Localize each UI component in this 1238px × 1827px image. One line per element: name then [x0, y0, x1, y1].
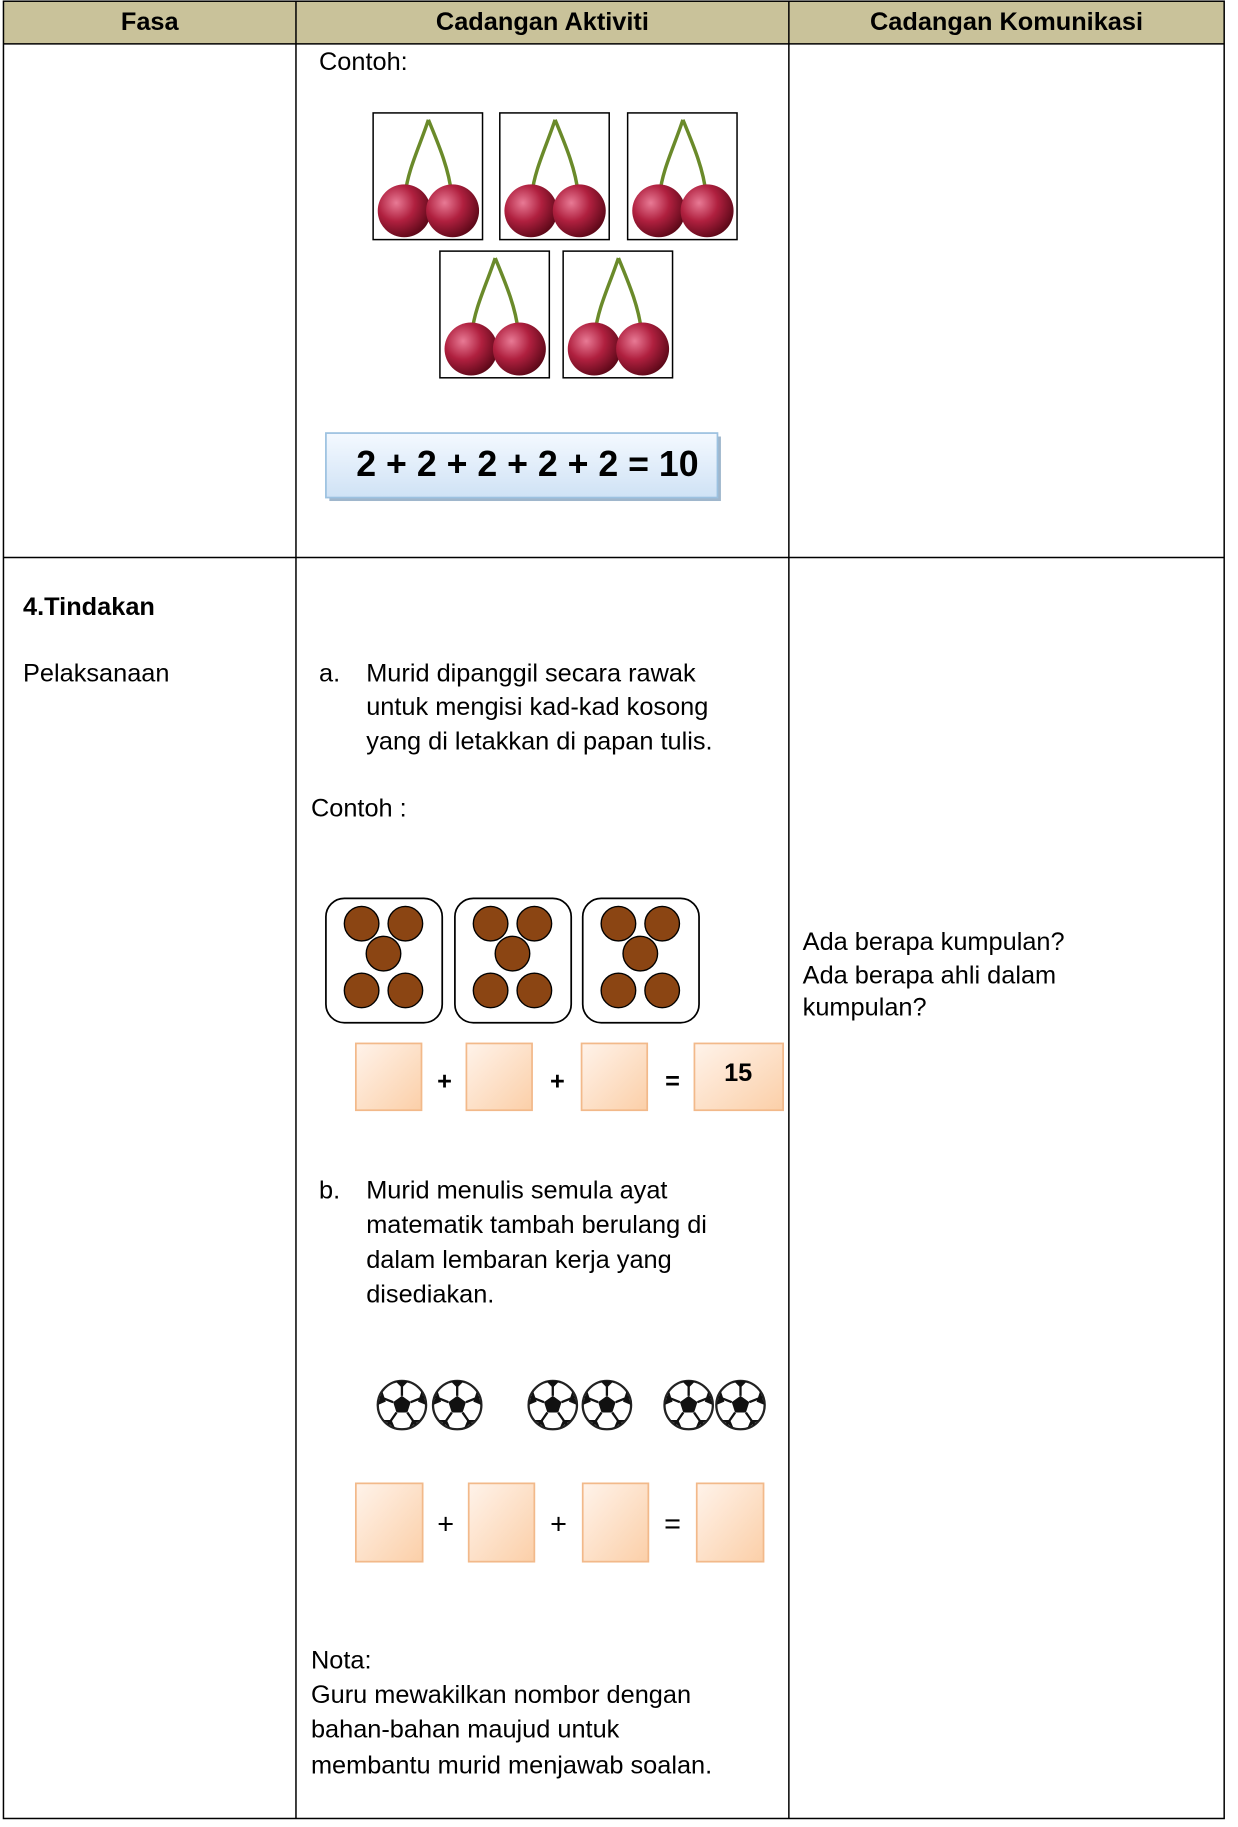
operator: +	[550, 1067, 565, 1095]
cherry-cards	[371, 111, 739, 380]
step-marker: b.	[319, 1177, 340, 1205]
operator: =	[664, 1509, 681, 1541]
blank-box	[354, 1042, 423, 1112]
ball	[663, 1379, 715, 1431]
header-bg	[3, 1, 1225, 44]
ball	[431, 1379, 483, 1431]
phase-title: 4.Tindakan	[23, 593, 155, 621]
blank-box	[467, 1482, 536, 1563]
cherry-card	[498, 111, 611, 242]
communication-line: kumpulan?	[803, 994, 927, 1022]
operator: +	[437, 1067, 452, 1095]
note-label: Nota:	[311, 1647, 372, 1675]
cherry-card	[625, 111, 739, 242]
phase-subtitle: Pelaksanaan	[23, 660, 169, 688]
step-line: untuk mengisi kad-kad kosong	[366, 693, 708, 721]
communication-line: Ada berapa ahli dalam	[803, 961, 1056, 989]
note-line: Guru mewakilkan nombor dengan	[311, 1681, 691, 1709]
cherry-card	[561, 249, 675, 380]
header-cell: Cadangan Komunikasi	[870, 8, 1143, 36]
operator: +	[437, 1509, 454, 1541]
note-line: membantu murid menjawab soalan.	[311, 1751, 712, 1779]
step-line: Murid dipanggil secara rawak	[366, 660, 696, 688]
answer-boxes	[354, 1482, 765, 1563]
blank-box	[581, 1482, 650, 1563]
equation-box	[325, 432, 719, 499]
ball	[581, 1379, 633, 1431]
equation: 2 + 2 + 2 + 2 + 2 = 10	[356, 444, 698, 484]
step-marker: a.	[319, 660, 340, 688]
operator: +	[550, 1509, 567, 1541]
answer-box	[693, 1042, 784, 1112]
ball	[715, 1379, 766, 1431]
step-line: yang di letakkan di papan tulis.	[366, 728, 712, 756]
blank-box	[695, 1482, 765, 1563]
step-line: dalam lembaran kerja yang	[366, 1246, 672, 1274]
answer: 15	[724, 1059, 752, 1087]
cherry-card	[371, 111, 485, 242]
blank-box	[354, 1482, 424, 1563]
communication-line: Ada berapa kumpulan?	[803, 928, 1065, 956]
example-label: Contoh :	[311, 794, 407, 822]
header-cell: Cadangan Aktiviti	[436, 8, 649, 36]
ball	[376, 1379, 428, 1431]
ball	[527, 1379, 579, 1431]
balls	[376, 1379, 766, 1431]
example-label: Contoh:	[319, 48, 408, 76]
step-line: matematik tambah berulang di	[366, 1211, 707, 1239]
answer-boxes	[354, 1042, 784, 1112]
blank-box	[465, 1042, 533, 1112]
header-cell: Fasa	[121, 8, 180, 36]
note-line: bahan-bahan maujud untuk	[311, 1716, 620, 1744]
step-line: Murid menulis semula ayat	[366, 1177, 667, 1205]
dice	[325, 897, 700, 1024]
operator: =	[665, 1067, 680, 1095]
die	[581, 897, 700, 1024]
die	[325, 897, 444, 1024]
step-line: disediakan.	[366, 1280, 494, 1308]
die	[454, 897, 573, 1024]
blank-box	[580, 1042, 649, 1112]
cherry-card	[438, 249, 552, 380]
